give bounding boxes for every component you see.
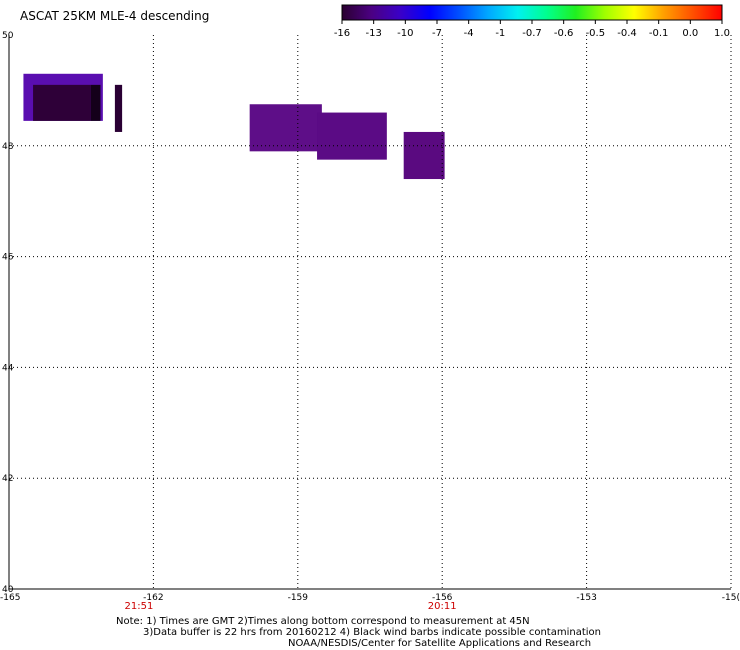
x-tick-label: -159: [288, 593, 309, 603]
note-line-1: Note: 1) Times are GMT 2)Times along bot…: [116, 616, 530, 627]
data-cell: [403, 131, 445, 180]
colorbar-label: -13: [365, 28, 381, 39]
data-cell: [317, 112, 387, 160]
y-tick-label: 44: [2, 363, 14, 373]
data-cell: [33, 84, 91, 121]
x-tick-label: -15(: [722, 593, 740, 603]
y-tick-label: 40: [2, 585, 14, 595]
plot-area: -165 -162 -159 -156 -153 -15( 40 42 44 46 48 50 21:5…: [0, 31, 740, 612]
y-tick-label: 50: [2, 31, 14, 41]
y-tick-label: 42: [2, 474, 13, 484]
y-tick-label: 48: [2, 142, 14, 152]
colorbar-label: -0.6: [554, 28, 574, 39]
colorbar-label: -0.7: [522, 28, 542, 39]
colorbar: -16 -13 -10 -7 -4 -1 -0.7 -0.6 -0.5 -0.4 -0.1 0.0 1.…: [334, 4, 730, 39]
x-tick-label: -153: [576, 593, 596, 603]
colorbar-label: -0.1: [649, 28, 669, 39]
colorbar-label: -0.5: [586, 28, 606, 39]
data-cell: [90, 84, 101, 121]
colorbar-label: -4: [464, 28, 474, 39]
data-cell: [114, 84, 123, 132]
x-tick-label: -165: [0, 593, 20, 603]
note-line-3: NOAA/NESDIS/Center for Satellite Applica…: [288, 638, 592, 649]
colorbar-label: 1.0: [714, 28, 730, 39]
colorbar-label: -10: [397, 28, 413, 39]
colorbar-label: -1: [495, 28, 505, 39]
colorbar-label: -0.4: [617, 28, 637, 39]
time-label: 20:11: [428, 601, 457, 612]
time-label: 21:51: [125, 601, 154, 612]
colorbar-label: -16: [334, 28, 350, 39]
colorbar-label: -7: [432, 28, 442, 39]
colorbar-label: 0.0: [682, 28, 698, 39]
data-cell: [249, 104, 322, 152]
chart-title: ASCAT 25KM MLE-4 descending: [20, 9, 210, 23]
y-tick-label: 46: [2, 253, 14, 263]
x-tick-label: -162: [143, 593, 163, 603]
x-tick-label: -156: [432, 593, 453, 603]
note-line-2: 3)Data buffer is 22 hrs from 20160212 4)…: [143, 627, 601, 638]
